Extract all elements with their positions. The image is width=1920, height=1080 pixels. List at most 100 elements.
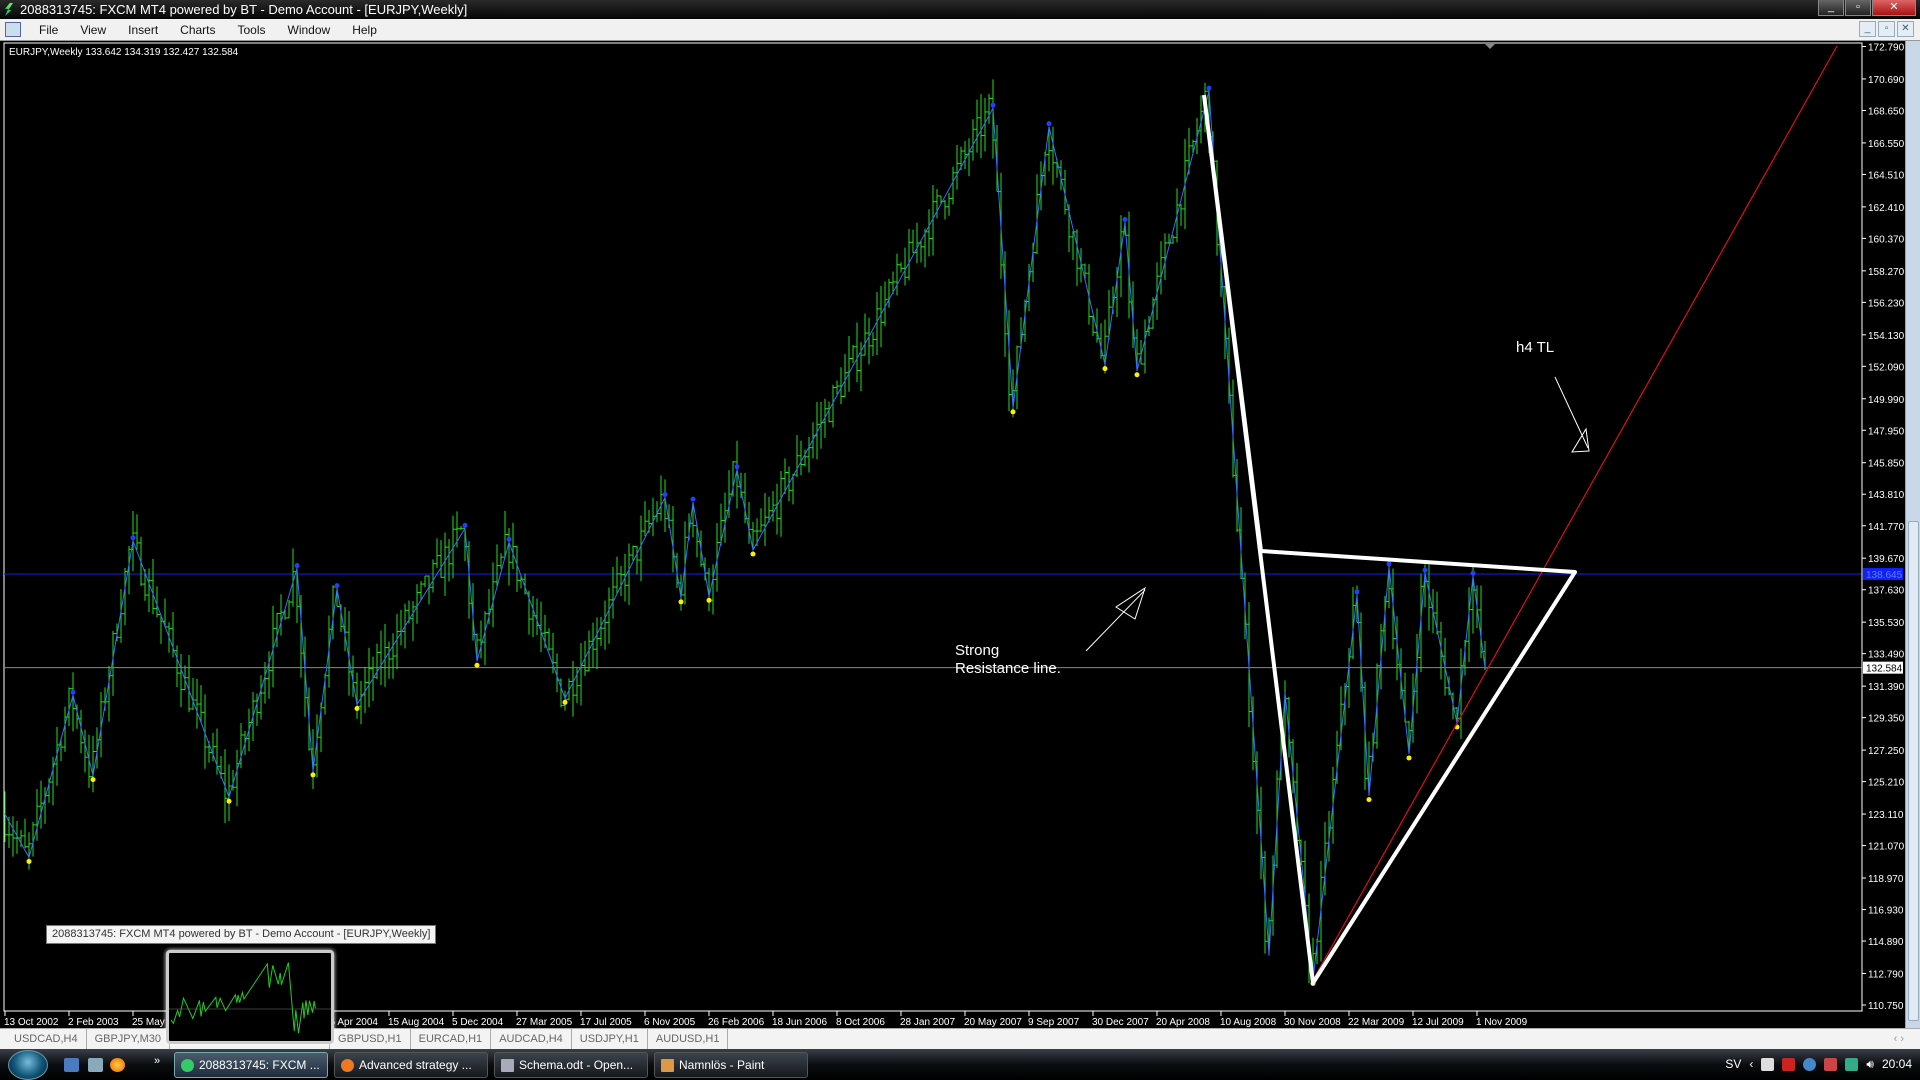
- tray-expand-icon[interactable]: ‹: [1749, 1057, 1754, 1071]
- price-bar: [495, 544, 499, 587]
- language-indicator[interactable]: SV: [1725, 1057, 1742, 1071]
- document-icon: [501, 1059, 514, 1072]
- pivot-low-dot: [26, 858, 32, 864]
- price-bar: [983, 97, 987, 152]
- price-bar: [1231, 379, 1235, 478]
- chart-minimize-button[interactable]: _: [1859, 21, 1876, 37]
- task-openoffice[interactable]: Schema.odt - Open...: [494, 1052, 648, 1078]
- price-bar: [203, 694, 207, 769]
- tab-scroll-arrows-icon[interactable]: ‹ ›: [1893, 1033, 1904, 1045]
- scrollbar-thumb[interactable]: [1908, 521, 1919, 1021]
- chart-close-button[interactable]: ✕: [1897, 21, 1914, 37]
- price-bar: [183, 665, 187, 691]
- time-tick-label: 28 Jan 2007: [900, 1017, 955, 1028]
- taskbar-thumbnail-preview[interactable]: [166, 950, 334, 1044]
- vertical-scrollbar[interactable]: [1905, 41, 1920, 1028]
- price-bar: [359, 680, 363, 725]
- price-bar: [767, 496, 771, 523]
- tray-app-icon[interactable]: [1761, 1058, 1775, 1071]
- price-bar: [759, 508, 763, 533]
- tab-audusd-h1[interactable]: AUDUSD,H1: [648, 1029, 729, 1049]
- tab-gbpusd-h1[interactable]: GBPUSD,H1: [330, 1029, 411, 1049]
- price-tick-label: 164.510: [1868, 170, 1905, 181]
- chart-canvas[interactable]: 138.645 132.584 EURJPY,Weekly 133.642 134…: [0, 41, 1905, 1028]
- thumbnail-chart: [169, 962, 331, 1034]
- menu-insert[interactable]: Insert: [128, 23, 159, 37]
- pivot-low-dot: [474, 662, 480, 668]
- tab-usdcad-h4[interactable]: USDCAD,H4: [6, 1029, 87, 1049]
- chart-window-icon[interactable]: [5, 22, 21, 37]
- taskbar: » 2088313745: FXCM ... Advanced strategy…: [0, 1049, 1920, 1080]
- tray-network-icon[interactable]: [1845, 1058, 1859, 1071]
- tab-eurcad-h1[interactable]: EURCAD,H1: [411, 1029, 492, 1049]
- price-bar: [431, 559, 435, 593]
- price-bar: [531, 595, 535, 638]
- taskbar-tooltip: 2088313745: FXCM MT4 powered by BT - Dem…: [46, 925, 437, 944]
- task-paint[interactable]: Namnlös - Paint: [654, 1052, 808, 1078]
- task-mt4[interactable]: 2088313745: FXCM ...: [174, 1052, 328, 1078]
- price-bar: [271, 605, 275, 688]
- tray-power-icon[interactable]: [1824, 1058, 1838, 1071]
- chart-tabs: USDCAD,H4 GBPJPY,M30 GBPUSD,H1 EURCAD,H1…: [0, 1028, 1920, 1049]
- tab-usdjpy-h1[interactable]: USDJPY,H1: [572, 1029, 648, 1049]
- price-label: 132.584: [1866, 664, 1903, 675]
- firefox-icon: [341, 1059, 354, 1072]
- menu-view[interactable]: View: [80, 23, 107, 37]
- clock[interactable]: 20:04: [1881, 1057, 1912, 1071]
- pivot-low-dot: [1366, 797, 1372, 803]
- pivot-low-dot: [354, 706, 360, 712]
- time-tick-label: 26 Feb 2006: [708, 1017, 765, 1028]
- time-tick-label: 20 May 2007: [964, 1017, 1022, 1028]
- price-bar: [719, 503, 723, 546]
- price-bar: [603, 600, 607, 650]
- price-tick-label: 114.890: [1868, 937, 1904, 948]
- price-bar: [523, 573, 527, 595]
- price-bar: [883, 281, 887, 327]
- volume-icon[interactable]: 🔊︎: [1866, 1057, 1874, 1071]
- show-desktop-icon[interactable]: [64, 1058, 79, 1072]
- price-tick-label: 141.770: [1868, 522, 1905, 533]
- pivot-low-dot: [562, 699, 568, 705]
- price-bar: [847, 336, 851, 392]
- price-bar: [639, 515, 643, 582]
- tray-info-icon[interactable]: [1803, 1058, 1817, 1071]
- h4-trendline[interactable]: [1312, 45, 1838, 981]
- tray-opera-icon[interactable]: [1782, 1058, 1796, 1071]
- price-bar: [1427, 564, 1431, 631]
- shift-marker-icon[interactable]: [1485, 44, 1495, 49]
- price-axis[interactable]: 172.790 170.690 168.650 166.550 164.510 162.4…: [1861, 43, 1905, 1013]
- price-tick-label: 137.630: [1868, 586, 1905, 597]
- price-label-box: [1863, 661, 1903, 674]
- menu-tools[interactable]: Tools: [237, 23, 266, 37]
- price-tick-label: 147.950: [1868, 426, 1905, 437]
- maximize-button[interactable]: ▫: [1845, 0, 1871, 16]
- task-firefox[interactable]: Advanced strategy ...: [334, 1052, 488, 1078]
- price-bar: [39, 780, 43, 829]
- price-chart[interactable]: 138.645 132.584 EURJPY,Weekly 133.642 134…: [0, 41, 1905, 1028]
- close-button[interactable]: ✕: [1872, 0, 1916, 16]
- user-drawings: [1085, 44, 1838, 985]
- menu-window[interactable]: Window: [287, 23, 331, 37]
- price-bar: [559, 678, 563, 708]
- firefox-icon[interactable]: [110, 1058, 125, 1072]
- tab-audcad-h4[interactable]: AUDCAD,H4: [491, 1029, 572, 1049]
- more-icon[interactable]: »: [154, 1055, 161, 1067]
- price-tick-label: 135.530: [1868, 618, 1905, 629]
- menu-help[interactable]: Help: [352, 23, 377, 37]
- price-bar: [483, 611, 487, 665]
- price-bar: [855, 322, 859, 383]
- tab-gbpjpy-m30[interactable]: GBPJPY,M30: [87, 1029, 171, 1049]
- time-axis[interactable]: 13 Oct 2002 2 Feb 2003 25 May 2003 25 Apr 2…: [4, 1011, 1528, 1028]
- chart-restore-button[interactable]: ▫: [1878, 21, 1895, 37]
- price-bar: [519, 575, 523, 589]
- triangle-pattern-drawing[interactable]: [1202, 94, 1577, 985]
- price-bar: [803, 449, 807, 467]
- start-button[interactable]: [8, 1050, 48, 1080]
- menu-bar: File View Insert Charts Tools Window Hel…: [0, 19, 1920, 41]
- switch-windows-icon[interactable]: [88, 1058, 103, 1072]
- price-bar: [843, 354, 847, 398]
- price-bar: [411, 601, 415, 641]
- minimize-button[interactable]: _: [1818, 0, 1844, 16]
- menu-charts[interactable]: Charts: [180, 23, 216, 37]
- menu-file[interactable]: File: [39, 23, 59, 37]
